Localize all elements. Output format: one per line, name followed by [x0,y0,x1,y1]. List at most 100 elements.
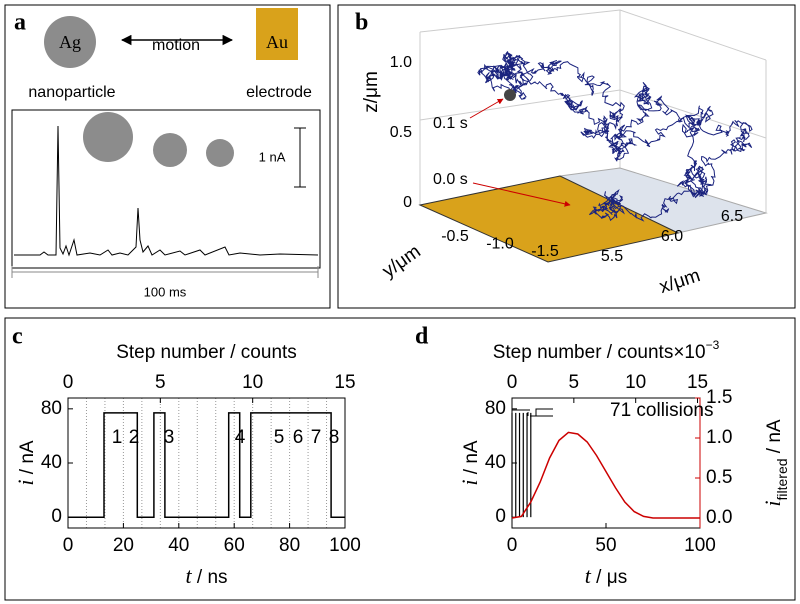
x2-tick-label: 10 [242,372,263,393]
x-axis-label: x/μm [657,265,703,298]
axis-label: Step number / counts×10−3 [493,338,720,363]
axis-label: ifiltered / nA [760,419,790,507]
label-part: / nA [461,440,482,479]
x-tick-label: 60 [224,535,245,556]
particle-icon [44,16,96,68]
annotation: 2 [129,427,140,448]
time-label: 100 ms [144,284,187,299]
x2-tick-label: 0 [63,372,74,393]
box-frame [419,9,767,213]
x2-tick-label: 5 [155,372,166,393]
panel-frame [4,317,796,601]
label-part: t [185,563,192,588]
y-tick-label: -1.5 [531,243,559,260]
annotation-arrow [472,182,571,207]
scale-label: 1 nA [259,149,286,164]
annotation: 4 [235,427,246,448]
label-part: / nA [764,419,785,458]
annotation: 8 [329,427,340,448]
panel-label: c [12,324,23,350]
annotation: 7 [311,427,322,448]
x2-tick-label: 15 [334,372,355,393]
axis-label: i / nA [13,440,38,486]
x-tick-label: 20 [113,535,134,556]
annotation: 5 [274,427,285,448]
line [68,412,345,518]
electrode-plane [418,175,680,263]
x-tick-label: 6.0 [661,228,683,245]
x2-tick-label: 15 [687,372,708,393]
label-part: i [760,500,785,506]
y-tick-label: -0.5 [441,228,469,245]
x2-tick-label: 10 [625,372,646,393]
electrode-label: Au [266,32,288,52]
x-tick-label: 100 [329,535,361,556]
label-part: t [585,563,592,588]
y2-tick-label: 1.0 [706,427,732,448]
x-tick-label: 5.5 [601,248,623,265]
axis-label: Step number / counts [116,342,297,363]
x-tick-label: 0 [63,535,74,556]
label-part: i [13,479,38,485]
line [511,431,700,519]
x-tick-label: 6.5 [721,208,743,225]
label-part: −3 [706,338,720,352]
time-bar [11,266,319,278]
z-tick-label: 0.5 [390,124,412,141]
annotation: 71 collisions [610,400,714,421]
plot-frame [67,397,346,529]
z-axis-label: z/μm [361,71,382,113]
x-tick-label: 100 [684,535,716,556]
panel-frame [4,4,331,309]
axis-label: t / μs [585,563,627,588]
panel-label: d [415,324,429,350]
panel-label: a [14,10,26,36]
trajectory [477,51,753,222]
electrode-icon [256,8,298,60]
current-trace [14,125,319,257]
particle-caption: nanoparticle [28,84,115,101]
y2-tick-label: 0.5 [706,467,732,488]
electrode-caption: electrode [246,84,312,101]
annotation: 3 [164,427,175,448]
label-part: i [457,479,482,485]
label-part: Step number / counts×10 [493,342,706,363]
y-tick-label: 0 [495,506,506,527]
panel-frame [337,4,796,309]
x-tick-label: 50 [595,535,616,556]
x2-tick-label: 0 [507,372,518,393]
trace-frame [11,109,321,269]
y-tick-label: 40 [485,452,506,473]
y-tick-label: -1.0 [486,236,514,253]
label-part: / nA [17,440,38,479]
y-axis-label: y/μm [379,241,425,282]
label-part: / μs [591,567,627,588]
y-tick-label: 0 [51,506,62,527]
x-tick-label: 80 [279,535,300,556]
annotation: 0.1 s [433,115,468,132]
particle-icon [206,139,234,167]
y-tick-label: 80 [41,398,62,419]
motion-label: motion [152,37,200,54]
particle-icon [153,133,187,167]
x2-tick-label: 5 [569,372,580,393]
annotation: 6 [293,427,304,448]
axis-label: t / ns [185,563,227,588]
y2-tick-label: 0.0 [706,507,732,528]
panel-label: b [355,10,368,36]
annotation-bracket [511,408,553,416]
scale-bar [294,127,306,188]
y2-tick-label: 1.5 [706,387,732,408]
y-tick-label: 40 [41,452,62,473]
z-tick-label: 0 [403,194,412,211]
annotation-arrow [469,98,504,119]
annotation: 1 [112,427,123,448]
label-part: Step number / counts [116,342,297,363]
z-tick-label: 1.0 [390,54,412,71]
particle-label: Ag [59,32,81,52]
x-tick-label: 0 [507,535,518,556]
particle-marker [504,89,516,101]
axis-label: i / nA [457,440,482,486]
particle-icon [83,112,133,162]
